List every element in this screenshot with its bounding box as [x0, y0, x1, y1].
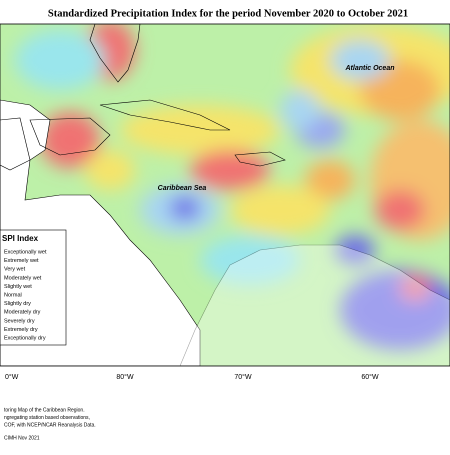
legend-item: Very wet: [4, 267, 26, 273]
legend-item: Moderately dry: [4, 310, 41, 316]
legend-item: Exceptionally dry: [4, 335, 46, 341]
legend-item: Slightly dry: [4, 301, 31, 307]
legend-item: Exceptionally wet: [4, 249, 47, 255]
legend-item: Extremely dry: [4, 327, 38, 333]
footer-line: toring Map of the Caribbean Region.: [4, 407, 85, 413]
legend-box: [0, 229, 67, 346]
legend: SPI Index Exceptionally wet Extremely wet…: [0, 229, 67, 346]
footer-line: ngregating station based observations,: [4, 415, 90, 421]
longitude-label: 60°W: [361, 373, 379, 381]
legend-title: SPI Index: [2, 234, 39, 243]
legend-item: Moderately wet: [4, 275, 42, 281]
spi-field: Atlantic Ocean Caribbean Sea SPI Index E…: [0, 24, 450, 366]
footer: CIMH Nov 2021 toring Map of the Caribbea…: [4, 407, 96, 441]
legend-item: Normal: [4, 292, 22, 298]
ocean-label: Atlantic Ocean: [344, 65, 394, 72]
sea-label: Caribbean Sea: [158, 185, 207, 192]
legend-item: Slightly wet: [4, 284, 32, 290]
legend-item: Severely dry: [4, 318, 35, 324]
map-frame: [0, 23, 450, 367]
longitude-label: 70°W: [234, 373, 252, 381]
legend-item: Extremely wet: [4, 258, 39, 264]
footer-line: COF, with NCEP/NCAR Reanalysis Data.: [4, 422, 96, 428]
longitude-label: 80°W: [116, 373, 134, 381]
title: Standardized Precipitation Index for the…: [48, 8, 408, 19]
credit: CIMH Nov 2021: [4, 435, 40, 441]
longitude-label: 0°W: [5, 373, 19, 381]
longitude-labels: 0°W 80°W 70°W 60°W: [5, 373, 379, 381]
